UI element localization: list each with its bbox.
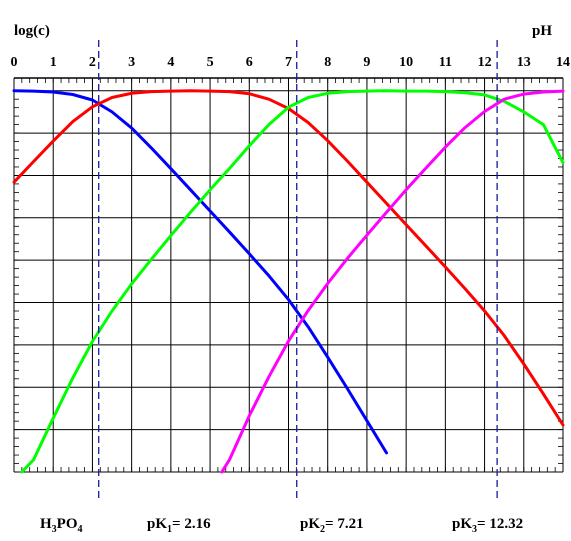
pk3-label: pK3= 12.32 [452, 516, 523, 535]
species-curves [12, 89, 565, 474]
x-tick-label: 7 [285, 55, 292, 70]
x-tick-label: 14 [556, 55, 570, 70]
x-axis-label: pH [532, 23, 552, 39]
x-tick-label: 11 [439, 55, 452, 70]
x-tick-label: 1 [50, 55, 57, 70]
x-tick-label: 10 [399, 55, 413, 70]
x-tick-label: 2 [89, 55, 96, 70]
grid-lines [13, 77, 564, 473]
x-tick-label: 12 [478, 55, 492, 70]
x-tick-label: 5 [207, 55, 214, 70]
x-tick-label: 6 [246, 55, 253, 70]
x-tick-label: 3 [128, 55, 135, 70]
y-axis-label: log(c) [14, 23, 50, 39]
species-curve-2 [20, 89, 565, 474]
x-tick-label: 8 [324, 55, 331, 70]
x-tick-label: 4 [167, 55, 174, 70]
x-tick-label: 0 [11, 55, 18, 70]
pk-dashed-lines [98, 40, 498, 500]
compound-label: H3PO4 [40, 516, 83, 535]
x-tick-label: 9 [363, 55, 370, 70]
pk2-label: pK2= 7.21 [300, 516, 364, 535]
species-curve-3 [220, 89, 565, 474]
x-tick-label: 13 [517, 55, 531, 70]
x-axis-ticks: 0 1 2 3 4 5 6 7 8 9 10 11 12 13 14 [11, 55, 571, 70]
pk1-label: pK1= 2.16 [147, 516, 211, 535]
